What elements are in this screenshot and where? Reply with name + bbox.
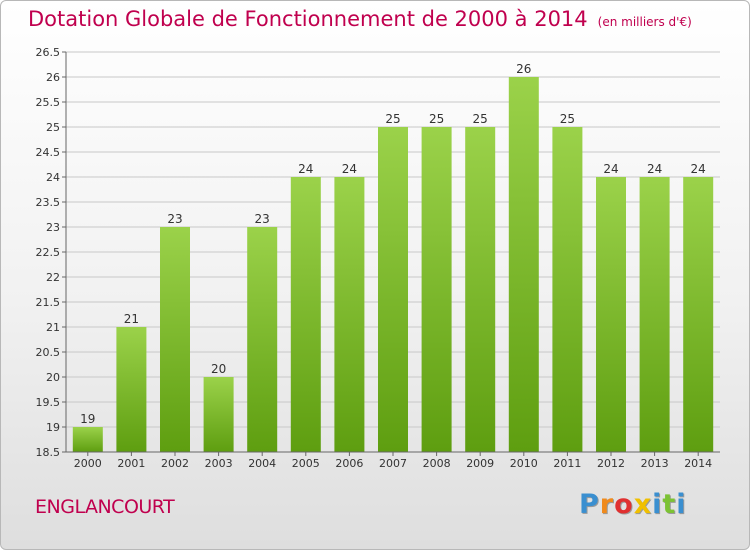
data-label: 23 [255, 212, 270, 226]
y-tick-label: 21.5 [36, 296, 61, 309]
data-label: 24 [647, 162, 662, 176]
logo-letter: i [676, 489, 687, 520]
y-tick-label: 21 [46, 321, 60, 334]
bars [72, 77, 714, 452]
bar-2006 [334, 177, 365, 452]
y-tick-label: 22 [46, 271, 60, 284]
data-label: 19 [80, 412, 95, 426]
y-tick-label: 23.5 [36, 196, 61, 209]
logo-letter: P [579, 489, 600, 520]
x-tick-label: 2009 [466, 457, 494, 470]
bar-2010 [508, 77, 539, 452]
logo-letter: i [652, 489, 663, 520]
y-tick-label: 18.5 [36, 446, 61, 459]
x-tick-label: 2003 [205, 457, 233, 470]
data-labels: 19 21 23 20 23 24 24 25 25 25 26 25 24 24 24 [80, 62, 706, 426]
data-label: 25 [385, 112, 400, 126]
x-tick-label: 2004 [248, 457, 276, 470]
bar-2004 [247, 227, 278, 452]
x-tick-label: 2001 [117, 457, 145, 470]
y-tick-label: 24.5 [36, 146, 61, 159]
data-label: 23 [167, 212, 182, 226]
x-tick-label: 2008 [423, 457, 451, 470]
x-tick-label: 2012 [597, 457, 625, 470]
location-name: ENGLANCOURT [35, 496, 175, 518]
data-label: 25 [473, 112, 488, 126]
y-tick-label: 19.5 [36, 396, 61, 409]
bar-2002 [160, 227, 190, 452]
data-label: 26 [516, 62, 531, 76]
data-label: 24 [342, 162, 357, 176]
x-tick-label: 2005 [292, 457, 320, 470]
data-label: 24 [298, 162, 313, 176]
x-tick-label: 2013 [641, 457, 669, 470]
bar-2012 [596, 177, 626, 452]
logo-letter: x [633, 489, 653, 520]
y-tick-label: 26.5 [36, 46, 61, 59]
data-label: 24 [691, 162, 706, 176]
data-label: 21 [124, 312, 139, 326]
bar-2008 [421, 127, 452, 452]
x-tick-label: 2014 [684, 457, 712, 470]
y-tick-label: 19 [46, 421, 60, 434]
chart-title: Dotation Globale de Fonctionnement de 20… [28, 7, 692, 31]
bar-2009 [465, 127, 496, 452]
x-tick-label: 2007 [379, 457, 407, 470]
bar-2001 [116, 327, 147, 452]
logo-letter: r [599, 489, 615, 520]
y-tick-label: 25 [46, 121, 60, 134]
y-tick-label: 22.5 [36, 246, 61, 259]
bar-2013 [639, 177, 670, 452]
axes: 18.5 19 19.5 20 20.5 21 21.5 22 22.5 23 23.5 24 24.5… [36, 46, 720, 470]
y-tick-label: 24 [46, 171, 60, 184]
bar-2003 [203, 377, 234, 452]
data-label: 25 [429, 112, 444, 126]
bar-2007 [378, 127, 408, 452]
proxiti-logo: Proxiti [579, 489, 687, 520]
data-label: 20 [211, 362, 226, 376]
x-tick-label: 2010 [510, 457, 538, 470]
y-tick-label: 20 [46, 371, 60, 384]
bar-2014 [683, 177, 714, 452]
y-tick-label: 26 [46, 71, 60, 84]
logo-letter: o [614, 489, 634, 520]
bar-2005 [290, 177, 321, 452]
logo-letter: t [662, 489, 677, 520]
bar-2000 [72, 427, 103, 452]
y-tick-label: 20.5 [36, 346, 61, 359]
x-tick-label: 2006 [335, 457, 363, 470]
bar-2011 [552, 127, 583, 452]
x-tick-label: 2000 [74, 457, 102, 470]
chart-title-text: Dotation Globale de Fonctionnement de 20… [28, 7, 588, 31]
data-label: 25 [560, 112, 575, 126]
y-tick-label: 25.5 [36, 96, 61, 109]
x-tick-label: 2002 [161, 457, 189, 470]
unit-note: (en milliers d'€) [597, 15, 692, 29]
y-tick-label: 23 [46, 221, 60, 234]
x-tick-label: 2011 [553, 457, 581, 470]
data-label: 24 [603, 162, 618, 176]
